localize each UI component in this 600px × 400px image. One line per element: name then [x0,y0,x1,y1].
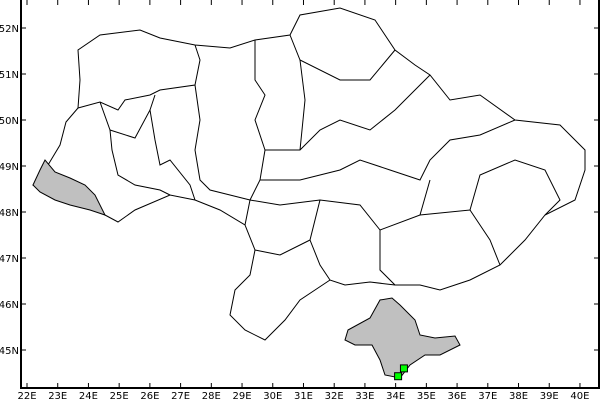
country-outline [32,7,586,341]
map-frame [20,0,600,389]
x-tick-label: 34E [386,391,405,400]
x-tick-label: 33E [355,391,374,400]
y-tick-label: 49N [0,162,19,173]
x-tick-label: 39E [540,391,559,400]
west-region [32,159,106,216]
x-tick-label: 37E [478,391,497,400]
x-tick-label: 24E [79,391,98,400]
y-tick-label: 50N [0,116,19,127]
crimea-region [344,297,461,379]
x-tick-label: 40E [570,391,589,400]
y-tick-label: 47N [0,254,19,265]
x-tick-label: 29E [233,391,252,400]
x-tick-label: 32E [325,391,344,400]
location-marker[interactable] [399,364,408,373]
y-tick-label: 48N [0,208,19,219]
location-marker[interactable] [394,372,403,381]
x-tick-label: 28E [202,391,221,400]
oblast-borders [77,34,561,286]
y-tick-label: 52N [0,24,19,35]
y-tick-label: 51N [0,70,19,81]
y-tick-label: 45N [0,346,19,357]
x-tick-label: 26E [140,391,159,400]
x-tick-label: 38E [509,391,528,400]
x-tick-label: 23E [48,391,67,400]
x-tick-label: 35E [417,391,436,400]
x-tick-label: 22E [17,391,36,400]
x-tick-label: 25E [110,391,129,400]
x-tick-label: 30E [263,391,282,400]
y-tick-label: 46N [0,300,19,311]
x-tick-label: 27E [171,391,190,400]
x-tick-label: 36E [448,391,467,400]
x-tick-label: 31E [294,391,313,400]
